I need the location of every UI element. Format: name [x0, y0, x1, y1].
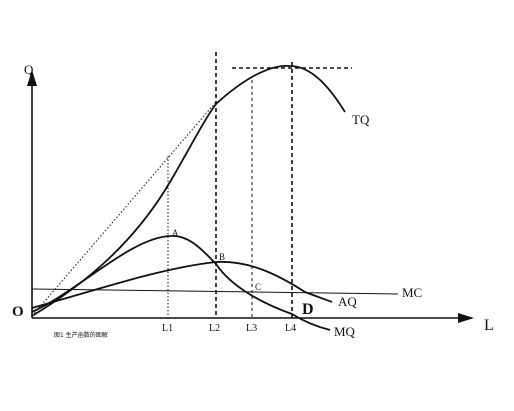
point-a-label: A — [172, 228, 179, 238]
y-axis-label: Q — [24, 62, 34, 77]
origin-label: O — [12, 304, 24, 320]
tick-l3: L3 — [246, 323, 257, 334]
point-d-label: D — [302, 301, 314, 318]
mq-curve — [32, 236, 330, 330]
x-axis-label: L — [484, 317, 494, 334]
tq-curve — [32, 66, 345, 316]
point-c-label: C — [255, 282, 261, 292]
tangent-ray — [32, 102, 216, 316]
mc-label: MC — [402, 285, 422, 300]
mq-label: MQ — [334, 324, 356, 339]
x-axis-arrow — [458, 313, 474, 323]
tick-l2: L2 — [209, 323, 220, 334]
tick-l4: L4 — [285, 323, 296, 334]
point-b-label: B — [219, 252, 225, 262]
figure-caption: 图1 生产函数的图解 — [54, 331, 108, 339]
tq-label: TQ — [352, 112, 370, 127]
aq-label: AQ — [338, 294, 357, 309]
tick-l1: L1 — [162, 323, 173, 334]
